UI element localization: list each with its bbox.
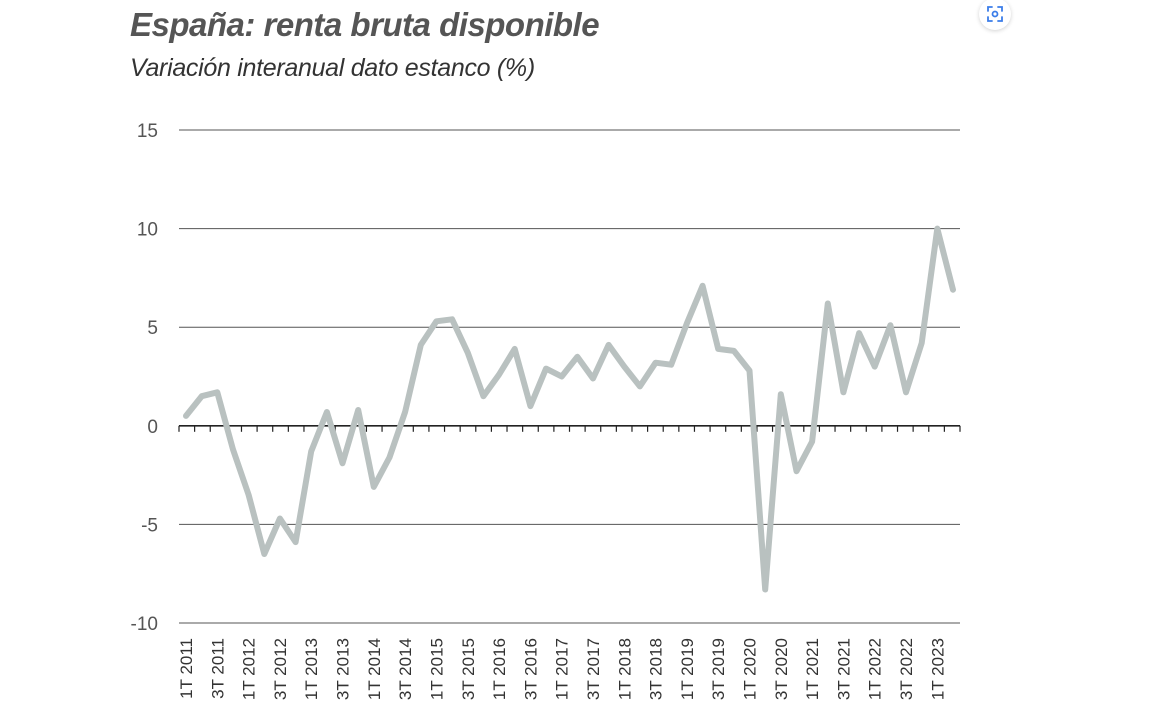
x-tick-label: 1T 2016: [490, 638, 509, 700]
x-tick-label: 3T 2017: [584, 638, 603, 700]
y-tick-label: -10: [131, 614, 158, 635]
x-tick-label: 1T 2017: [553, 638, 572, 700]
x-tick-label: 1T 2020: [741, 638, 760, 700]
x-tick-label: 1T 2012: [240, 638, 259, 700]
x-tick-label: 3T 2022: [897, 638, 916, 700]
y-tick-label: -5: [141, 515, 158, 536]
x-tick-label: 1T 2015: [427, 638, 446, 700]
chart-subtitle: Variación interanual dato estanco (%): [130, 54, 535, 82]
x-tick-label: 3T 2015: [459, 638, 478, 700]
x-tick-label: 3T 2020: [772, 638, 791, 700]
series-line: [183, 225, 956, 593]
x-tick-label: 3T 2021: [834, 638, 853, 700]
x-tick-label: 1T 2023: [928, 638, 947, 700]
y-tick-label: 5: [147, 318, 158, 339]
y-tick-label: 15: [137, 121, 158, 142]
x-tick-label: 1T 2011: [177, 638, 196, 699]
x-tick-label: 1T 2013: [302, 638, 321, 700]
x-tick-label: 1T 2021: [803, 638, 822, 700]
x-tick-label: 3T 2011: [208, 638, 227, 699]
x-tick-label: 1T 2014: [365, 638, 384, 700]
visual-search-button[interactable]: [979, 0, 1011, 30]
gridlines: [179, 129, 960, 624]
x-tick-label: 3T 2013: [334, 638, 353, 700]
y-axis-ticks: 15 10 5 0 -5 -10: [131, 121, 158, 635]
x-tick-label: 3T 2012: [271, 638, 290, 700]
x-axis-ticks: 1T 2011 3T 2011 1T 2012 3T 2012 1T 2013 3T 20…: [177, 638, 947, 700]
zero-axis: [178, 424, 961, 432]
y-tick-label: 10: [137, 220, 158, 241]
x-tick-label: 3T 2018: [647, 638, 666, 700]
x-tick-label: 1T 2019: [678, 638, 697, 700]
series-group: [183, 225, 956, 593]
chart-title: España: renta bruta disponible: [130, 6, 600, 43]
x-tick-label: 3T 2019: [709, 638, 728, 700]
visual-search-icon: [987, 6, 1003, 22]
y-tick-label: 0: [147, 417, 158, 438]
x-tick-label: 3T 2016: [521, 638, 540, 700]
x-tick-label: 1T 2022: [866, 638, 885, 700]
x-tick-label: 3T 2014: [396, 638, 415, 700]
x-tick-label: 1T 2018: [615, 638, 634, 700]
